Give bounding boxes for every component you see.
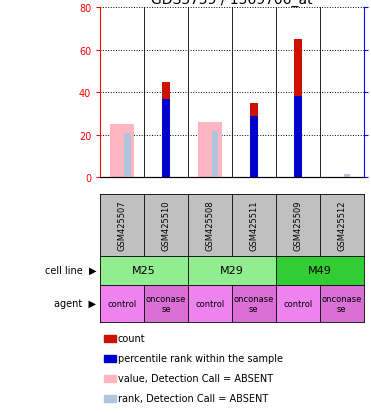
Text: rank, Detection Call = ABSENT: rank, Detection Call = ABSENT [118, 394, 268, 404]
Bar [162, 82, 170, 178]
Text: GSM425507: GSM425507 [118, 200, 127, 250]
Text: M29: M29 [220, 266, 244, 275]
Bar [276, 256, 364, 285]
Bar [104, 375, 116, 382]
Bar [110, 125, 134, 178]
Bar [250, 104, 258, 178]
Text: control: control [283, 299, 312, 308]
Title: GDS3759 / 1569706_at: GDS3759 / 1569706_at [151, 0, 313, 7]
Text: GSM425508: GSM425508 [206, 200, 214, 250]
Text: M25: M25 [132, 266, 156, 275]
Text: cell line  ▶: cell line ▶ [45, 266, 96, 275]
Text: count: count [118, 334, 145, 344]
Bar [276, 285, 320, 322]
Bar [144, 285, 188, 322]
Text: control: control [108, 299, 137, 308]
Bar [250, 116, 258, 178]
Text: GSM425509: GSM425509 [293, 200, 302, 250]
Bar [294, 96, 302, 178]
Bar [104, 335, 116, 342]
Bar [344, 174, 350, 178]
Text: onconase
se: onconase se [234, 294, 274, 313]
Bar [100, 285, 144, 322]
Text: onconase
se: onconase se [146, 294, 186, 313]
Bar [162, 100, 170, 178]
Text: M49: M49 [308, 266, 332, 275]
Bar [188, 285, 232, 322]
Text: value, Detection Call = ABSENT: value, Detection Call = ABSENT [118, 373, 273, 383]
Bar [100, 256, 188, 285]
Bar [212, 132, 219, 178]
Bar [188, 256, 276, 285]
Bar [124, 133, 131, 178]
Bar [294, 40, 302, 178]
Text: onconase
se: onconase se [321, 294, 362, 313]
Bar [104, 355, 116, 362]
Text: GSM425511: GSM425511 [249, 200, 258, 250]
Text: percentile rank within the sample: percentile rank within the sample [118, 354, 282, 363]
Bar [232, 285, 276, 322]
Text: agent  ▶: agent ▶ [55, 299, 96, 309]
Text: GSM425512: GSM425512 [337, 200, 346, 250]
Bar [320, 285, 364, 322]
Text: GSM425510: GSM425510 [161, 200, 171, 250]
Text: control: control [195, 299, 224, 308]
Bar [104, 395, 116, 401]
Bar [198, 123, 222, 178]
